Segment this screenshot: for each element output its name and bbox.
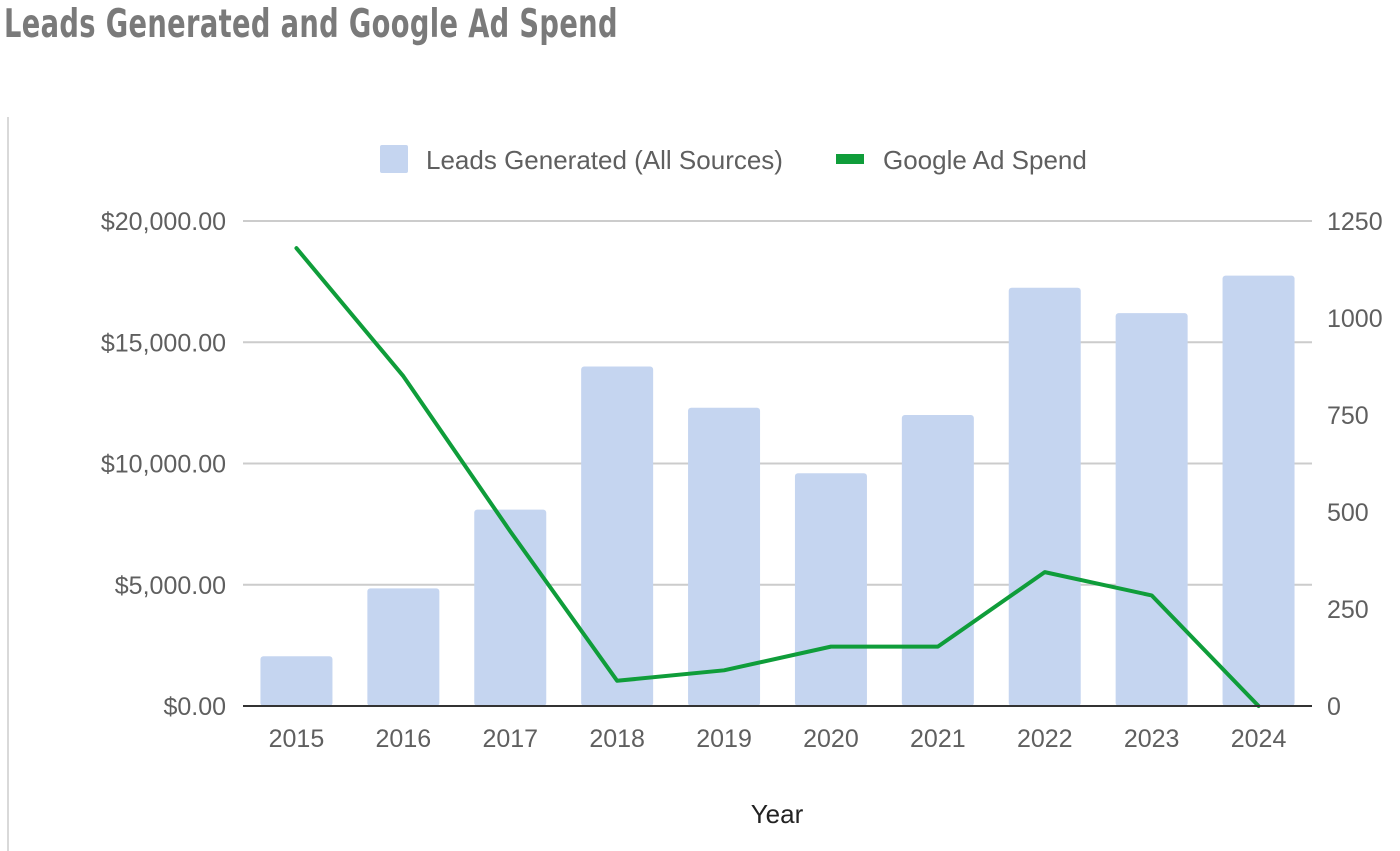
- x-axis-title: Year: [751, 799, 804, 829]
- bar-2022: [1008, 287, 1081, 706]
- x-tick-label: 2019: [696, 725, 752, 753]
- right-tick-label: 750: [1327, 402, 1369, 430]
- right-axis-ticks: 0 250 500 750 1000 1250: [1327, 208, 1383, 721]
- right-tick-label: 500: [1327, 499, 1369, 527]
- x-tick-label: 2016: [376, 725, 432, 753]
- left-tick-label: $10,000.00: [101, 451, 226, 479]
- left-border-rule: [7, 117, 9, 851]
- bar-2020: [794, 473, 867, 706]
- x-tick-label: 2018: [589, 725, 645, 753]
- left-axis-ticks: $0.00 $5,000.00 $10,000.00 $15,000.00 $20,00…: [101, 208, 226, 721]
- bar-2018: [581, 366, 654, 706]
- x-tick-label: 2023: [1124, 725, 1180, 753]
- x-tick-label: 2020: [803, 725, 859, 753]
- bar-2016: [367, 588, 440, 706]
- legend-swatch-leads: [380, 145, 408, 173]
- legend-label-leads: Leads Generated (All Sources): [426, 145, 783, 175]
- right-tick-label: 0: [1327, 693, 1341, 721]
- chart-title: Leads Generated and Google Ad Spend: [4, 2, 618, 47]
- x-tick-label: 2024: [1231, 725, 1287, 753]
- x-axis-ticks: 2015 2016 2017 2018 2019 2020 2021 2022 2023 2024: [269, 725, 1287, 753]
- legend: Leads Generated (All Sources) Google Ad …: [380, 145, 1087, 175]
- left-tick-label: $15,000.00: [101, 329, 226, 357]
- left-tick-label: $20,000.00: [101, 208, 226, 236]
- bar-series: [260, 275, 1295, 706]
- bar-2024: [1222, 275, 1295, 706]
- line-google-ad-spend: [294, 246, 1261, 708]
- x-tick-label: 2017: [482, 725, 538, 753]
- right-tick-label: 1000: [1327, 305, 1383, 333]
- legend-swatch-google-ad-spend: [836, 154, 864, 164]
- bar-2023: [1115, 313, 1188, 706]
- legend-label-google-ad-spend: Google Ad Spend: [883, 145, 1087, 175]
- left-tick-label: $0.00: [163, 693, 226, 721]
- x-tick-label: 2022: [1017, 725, 1073, 753]
- bar-2021: [901, 415, 974, 706]
- right-tick-label: 250: [1327, 596, 1369, 624]
- right-tick-label: 1250: [1327, 208, 1383, 236]
- x-tick-label: 2021: [910, 725, 966, 753]
- left-tick-label: $5,000.00: [115, 572, 226, 600]
- bar-2017: [474, 509, 547, 706]
- bar-2015: [260, 656, 333, 706]
- bar-2019: [688, 407, 761, 706]
- x-tick-label: 2015: [269, 725, 325, 753]
- line-series: [294, 246, 1261, 708]
